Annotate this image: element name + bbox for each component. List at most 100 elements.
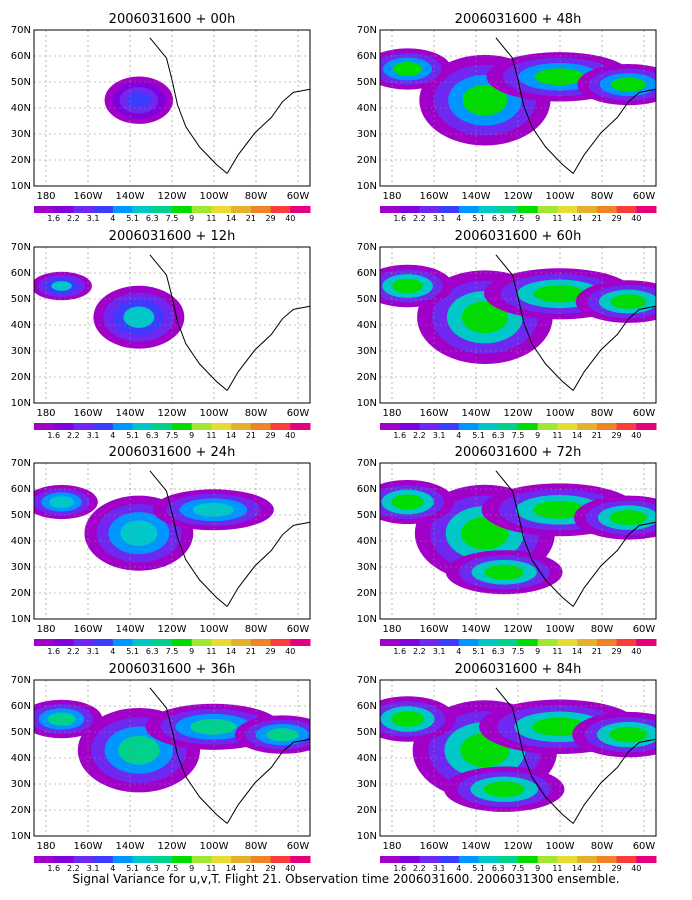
- variance-contour: [47, 712, 76, 726]
- variance-contour: [534, 68, 585, 86]
- lat-tick-label: 10N: [11, 181, 31, 192]
- colorbar-label: 14: [572, 864, 582, 873]
- colorbar-label: 11: [206, 864, 216, 873]
- colorbar-label: 4: [110, 864, 115, 873]
- lat-tick-label: 50N: [11, 77, 31, 88]
- colorbar-swatch: [211, 639, 232, 646]
- colorbar-label: 6.3: [492, 647, 505, 656]
- colorbar-label: 14: [226, 864, 236, 873]
- lon-tick-label: 80W: [245, 841, 268, 852]
- colorbar-label: 21: [246, 647, 256, 656]
- colorbar-swatch: [132, 639, 153, 646]
- lon-tick-label: 120W: [158, 191, 187, 202]
- lon-tick-label: 80W: [245, 624, 268, 635]
- colorbar-label: 5.1: [126, 214, 139, 223]
- colorbar-swatch: [399, 423, 420, 430]
- lon-tick-label: 160W: [420, 624, 449, 635]
- colorbar-swatch: [596, 423, 618, 430]
- colorbar-swatch: [636, 639, 657, 646]
- lat-tick-label: 40N: [11, 536, 31, 547]
- colorbar-swatch: [596, 206, 618, 213]
- colorbar-swatch: [132, 206, 153, 213]
- colorbar-label: 40: [285, 647, 295, 656]
- colorbar-swatch: [73, 206, 94, 213]
- colorbar: 1.6 2.2 3.1 4 5.1 6.3 7.5 9 11 14 21 29 40: [380, 856, 657, 873]
- map-panel: 2006031600 + 00h 180 160W 140W 120W 100W 80W 60…: [11, 12, 311, 223]
- lon-tick-label: 160W: [74, 841, 103, 852]
- coastline: [495, 254, 574, 391]
- map-panel: 2006031600 + 48h 180 160W 140W 120W 100W 80W 60…: [357, 12, 657, 223]
- colorbar-swatch: [399, 639, 420, 646]
- variance-contour: [483, 781, 525, 797]
- colorbar-swatch: [73, 639, 94, 646]
- colorbar-swatch: [498, 206, 519, 213]
- lon-tick-label: 180: [382, 841, 401, 852]
- colorbar-swatch: [191, 856, 212, 863]
- lon-tick-label: 180: [382, 191, 401, 202]
- variance-contour: [533, 285, 586, 303]
- colorbar-label: 7.5: [512, 431, 525, 440]
- colorbar-label: 1.6: [47, 647, 60, 656]
- lon-tick-label: 80W: [591, 191, 614, 202]
- lat-tick-label: 70N: [11, 458, 31, 469]
- colorbar-swatch: [380, 423, 401, 430]
- colorbar-swatch: [270, 639, 291, 646]
- colorbar-label: 1.6: [47, 431, 60, 440]
- colorbar-swatch: [132, 856, 153, 863]
- panel-title: 2006031600 + 12h: [109, 229, 236, 244]
- colorbar-label: 11: [552, 214, 562, 223]
- variance-contour: [391, 711, 424, 727]
- lat-tick-label: 10N: [11, 614, 31, 625]
- colorbar-label: 14: [572, 431, 582, 440]
- colorbar-swatch: [250, 423, 272, 430]
- colorbar-swatch: [93, 206, 114, 213]
- lat-tick-label: 70N: [357, 25, 377, 36]
- lat-tick-label: 60N: [357, 51, 377, 62]
- colorbar-swatch: [439, 423, 460, 430]
- colorbar-swatch: [93, 423, 114, 430]
- panel-title: 2006031600 + 60h: [455, 229, 582, 244]
- colorbar-swatch: [231, 639, 252, 646]
- colorbar-label: 3.1: [87, 214, 100, 223]
- colorbar-label: 2.2: [67, 431, 80, 440]
- lat-tick-label: 40N: [357, 536, 377, 547]
- map-panel: 2006031600 + 36h 180 160W 140W 120W 100W 80W 60…: [11, 662, 311, 873]
- coastline: [572, 521, 657, 607]
- coastline: [149, 37, 228, 174]
- coastline: [149, 470, 228, 607]
- colorbar-label: 9: [189, 864, 194, 873]
- lon-tick-label: 180: [36, 841, 55, 852]
- colorbar-label: 29: [611, 431, 621, 440]
- colorbar-label: 7.5: [166, 214, 179, 223]
- colorbar-swatch: [93, 639, 114, 646]
- variance-field: [380, 696, 656, 812]
- lon-tick-label: 100W: [200, 191, 229, 202]
- colorbar-label: 4: [456, 431, 461, 440]
- lon-tick-label: 160W: [420, 191, 449, 202]
- colorbar-swatch: [270, 206, 291, 213]
- colorbar-label: 4: [110, 431, 115, 440]
- lat-tick-label: 10N: [11, 831, 31, 842]
- colorbar-swatch: [112, 856, 134, 863]
- variance-contour: [484, 564, 525, 580]
- colorbar-swatch: [498, 856, 519, 863]
- variance-field: [104, 76, 174, 124]
- colorbar-swatch: [557, 423, 578, 430]
- colorbar-swatch: [211, 206, 232, 213]
- colorbar-swatch: [577, 856, 598, 863]
- colorbar-label: 21: [246, 214, 256, 223]
- lon-tick-label: 180: [36, 191, 55, 202]
- lon-tick-label: 120W: [158, 624, 187, 635]
- colorbar-swatch: [53, 856, 74, 863]
- colorbar-label: 40: [631, 864, 641, 873]
- lon-tick-label: 80W: [591, 841, 614, 852]
- panel-title: 2006031600 + 00h: [109, 12, 236, 27]
- lon-tick-label: 100W: [200, 624, 229, 635]
- map-panel: 2006031600 + 12h 180 160W 140W 120W 100W 80W 60…: [11, 229, 311, 440]
- lon-tick-label: 60W: [287, 841, 310, 852]
- lat-tick-label: 20N: [357, 155, 377, 166]
- colorbar-swatch: [34, 856, 55, 863]
- colorbar-label: 9: [535, 431, 540, 440]
- lat-tick-label: 60N: [357, 701, 377, 712]
- colorbar-label: 40: [285, 431, 295, 440]
